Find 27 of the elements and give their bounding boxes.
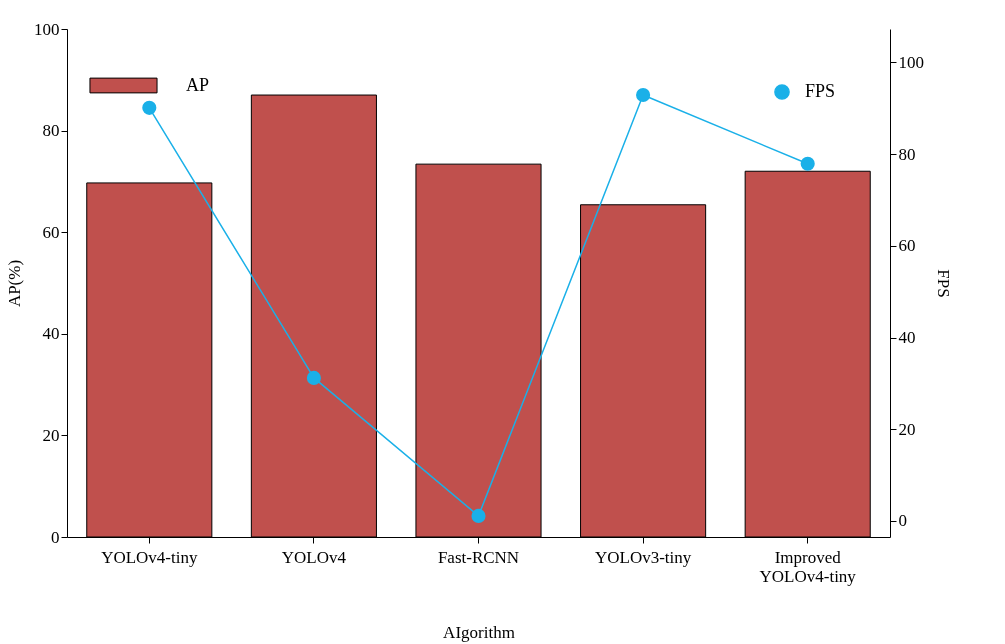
x-tick-label: YOLOv4-tiny — [101, 547, 198, 567]
point — [471, 508, 486, 523]
y2-tick-label: 80 — [898, 144, 916, 164]
x-tick-label: Improved YOLOv4-tiny — [759, 547, 857, 586]
y-tick-label: 60 — [42, 222, 60, 242]
y-axis-title: AP(%) — [5, 259, 24, 308]
point — [306, 370, 321, 385]
y2-tick-label: 40 — [898, 328, 916, 348]
point — [142, 100, 157, 115]
legend-label: AP — [186, 74, 210, 95]
y2-axis-title: FPS — [934, 269, 953, 298]
y-tick-label: 80 — [42, 121, 60, 141]
y2-tick-label: 100 — [898, 52, 924, 72]
y2-tick-label: 0 — [898, 511, 907, 531]
x-axis-title: AIgorithm — [443, 622, 515, 642]
y2-tick-label: 20 — [898, 419, 916, 439]
y2-tick-label: 60 — [898, 236, 916, 256]
y-tick-label: 40 — [42, 324, 60, 344]
point — [800, 156, 815, 171]
point — [636, 87, 651, 103]
y-tick-label: 0 — [51, 527, 60, 547]
y-tick-label: 20 — [42, 425, 60, 445]
legend-label: FPS — [805, 81, 836, 101]
x-tick-label: Fast-RCNN — [437, 547, 520, 567]
x-tick-label: YOLOv4 — [281, 547, 347, 567]
x-tick-label: YOLOv3-tiny — [594, 547, 692, 567]
y-tick-label: 100 — [34, 19, 60, 39]
